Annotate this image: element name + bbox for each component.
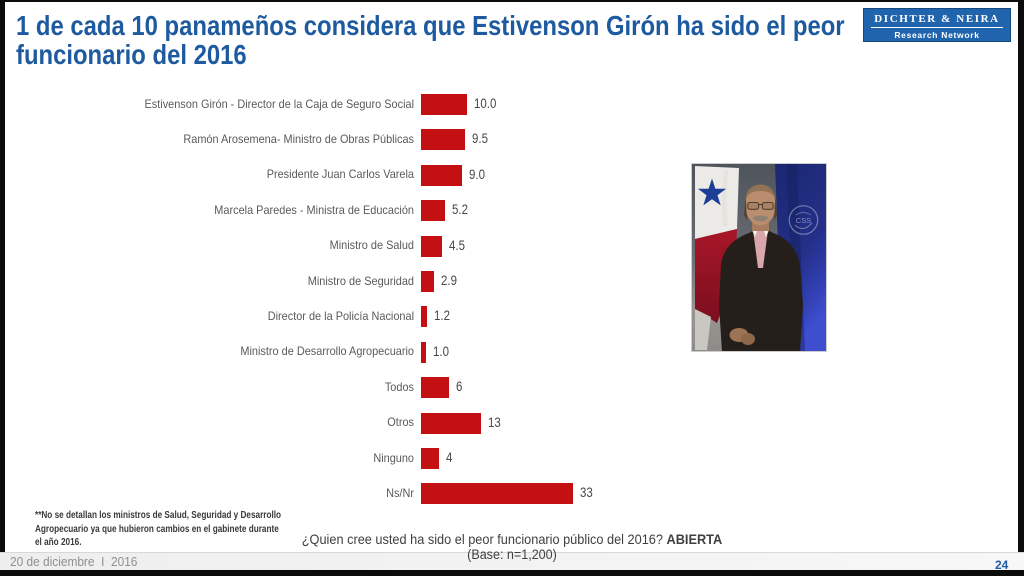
svg-text:CSS: CSS	[796, 216, 811, 225]
